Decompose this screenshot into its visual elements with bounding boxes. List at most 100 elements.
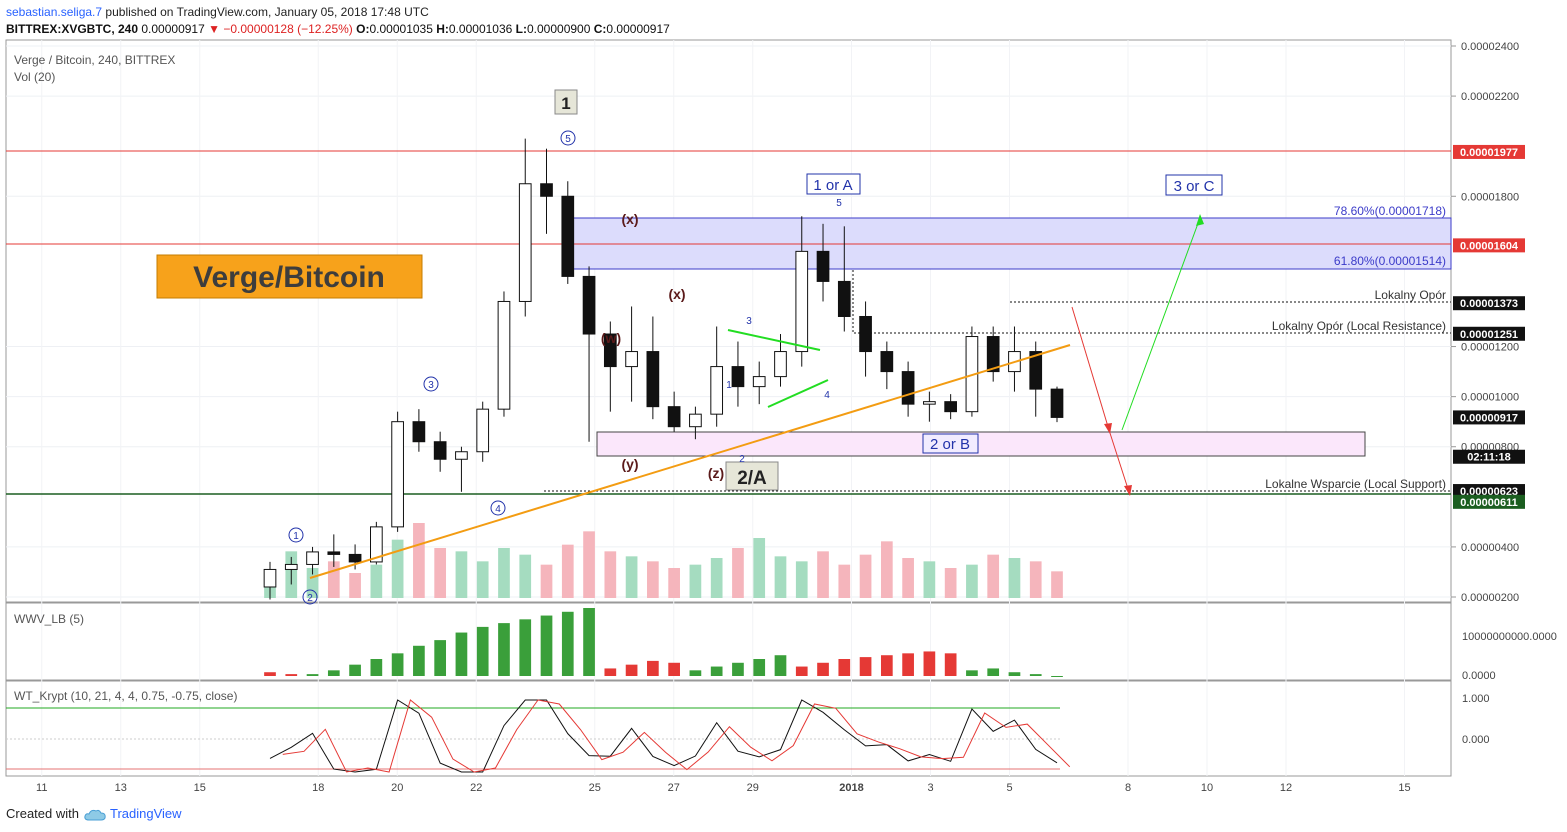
time-tick-label: 15 (194, 782, 206, 794)
wwv-bar (1051, 676, 1063, 677)
price-tags: 0.00001977 0.00001604 0.00001373 0.00001251… (1453, 144, 1525, 509)
volume-bar (519, 554, 532, 598)
time-tick-label: 12 (1280, 782, 1292, 794)
publish-info: sebastian.seliga.7 published on TradingV… (6, 5, 429, 19)
candle-up (625, 351, 638, 368)
price-tick-label: 0.00002200 (1461, 91, 1519, 103)
candle-down (433, 441, 447, 460)
candle-up (370, 526, 383, 563)
wwv-bar (859, 657, 872, 676)
bearish-arrowhead-1 (1104, 423, 1112, 434)
volume-bar (944, 568, 957, 598)
wwv-pane[interactable] (5, 602, 1452, 681)
volume-bar (923, 561, 936, 598)
low-label: L: (515, 22, 527, 36)
price-tag-value: 0.00000611 (1460, 497, 1518, 509)
volume-label: Vol (20) (14, 70, 55, 84)
sub-5: 5 (836, 198, 842, 209)
banner-text: Verge/Bitcoin (193, 261, 385, 294)
corrective-labels: (x) (x) (w) (y) (z) (601, 211, 724, 481)
wwv-bar (838, 659, 851, 676)
price-tag-bg (1453, 449, 1525, 464)
price-chart[interactable]: Verge / Bitcoin, 240, BITTREX Vol (20) V… (0, 0, 1567, 800)
volume-bar (583, 531, 595, 598)
three-or-c-box (1165, 174, 1223, 196)
wwv-bar (880, 655, 893, 676)
price-tag-value: 0.00001251 (1460, 329, 1518, 341)
price-tag-value: 0.00001373 (1460, 298, 1518, 310)
bullish-arrow (1121, 217, 1201, 431)
label-z: (z) (708, 465, 724, 481)
wwv-bar (987, 668, 1000, 676)
candle-down (837, 280, 851, 317)
tradingview-link[interactable]: TradingView (110, 806, 182, 821)
wwv-label: WWV_LB (5) (14, 612, 84, 626)
triangle-lower-line (767, 379, 829, 408)
candle-down (859, 315, 872, 353)
one-or-a-label: 1 or A (813, 177, 852, 194)
volume-bar (753, 538, 766, 598)
volume-bar (1051, 571, 1063, 598)
volume-bar (774, 556, 787, 598)
wave-circle-3: 3 (428, 380, 434, 391)
wave-circle-2: 2 (307, 593, 313, 604)
wwv-bar (647, 660, 659, 676)
author-link[interactable]: sebastian.seliga.7 (6, 5, 103, 19)
wwv-bar (774, 655, 787, 676)
wwv-bar (561, 611, 574, 676)
wt-label: WT_Krypt (10, 21, 4, 4, 0.75, -0.75, clo… (14, 689, 237, 703)
bearish-arrowhead-2 (1124, 485, 1132, 496)
fib-618-label: 61.80%(0.00001514) (1334, 254, 1446, 268)
candle-down (880, 351, 894, 373)
bearish-arrow-1 (1071, 306, 1110, 431)
time-axis[interactable]: 11 13 15 18 20 22 25 27 29 2018 3 5 8 10 12 15 (36, 782, 1411, 794)
volume-bar (817, 551, 829, 598)
price-tick-label: 0.00001800 (1461, 191, 1519, 203)
candle-up (752, 376, 766, 388)
symbol: BITTREX:XVGBTC, 240 (6, 22, 139, 36)
wwv-bar (370, 659, 383, 676)
close-value: 0.00000917 (606, 22, 670, 36)
time-tick-label: 8 (1125, 782, 1131, 794)
price-change: −0.00000128 (−12.25%) (223, 22, 353, 36)
price-axis[interactable]: 0.00002400 0.00002200 0.00001800 0.00001200… (1451, 41, 1519, 604)
wwv-bar (753, 659, 766, 676)
volume-bar (327, 561, 340, 598)
volume-bar (370, 564, 383, 598)
local-resistance-line-2 (852, 270, 1451, 334)
two-or-b-label: 2 or B (930, 436, 970, 453)
wwv-bar (434, 640, 447, 676)
candle-up (689, 413, 702, 428)
candle-down (412, 421, 426, 443)
volume-bar (476, 561, 489, 598)
high-value: 0.00001036 (448, 22, 513, 36)
level-label-1: Lokalny Opór (1375, 288, 1446, 302)
bullish-arrowhead (1196, 214, 1204, 226)
candle-up (391, 421, 404, 528)
time-tick-label: 11 (36, 782, 47, 794)
volume-bar (391, 539, 404, 598)
candle-down (603, 333, 617, 368)
wave-circle-5: 5 (565, 134, 571, 145)
price-tag-value: 0.00001977 (1460, 147, 1518, 159)
one-or-a-box (806, 173, 861, 195)
symbol-info: BITTREX:XVGBTC, 240 0.00000917 ▼ −0.0000… (6, 22, 670, 36)
volume-bar (859, 554, 872, 598)
price-tag-value: 0.00000917 (1460, 412, 1518, 424)
label-x-1: (x) (621, 211, 638, 227)
main-pane[interactable] (5, 39, 1452, 603)
sub-2: 2 (739, 454, 745, 465)
wwv-bar (476, 626, 489, 676)
time-tick-label: 27 (668, 782, 680, 794)
candle-down (944, 401, 957, 413)
time-tick-label: 5 (1006, 782, 1012, 794)
wwv-axis-top: 10000000000.0000 (1462, 631, 1557, 643)
last-price: 0.00000917 (141, 22, 205, 36)
candle-up (497, 300, 511, 410)
wave-2a-label: 2/A (737, 468, 767, 489)
price-tick-label: 0.00000400 (1461, 542, 1519, 554)
candle-up (476, 408, 490, 453)
volume-bar (434, 548, 447, 598)
price-tick-label: 0.00000200 (1461, 592, 1519, 604)
wwv-bar (966, 670, 978, 676)
